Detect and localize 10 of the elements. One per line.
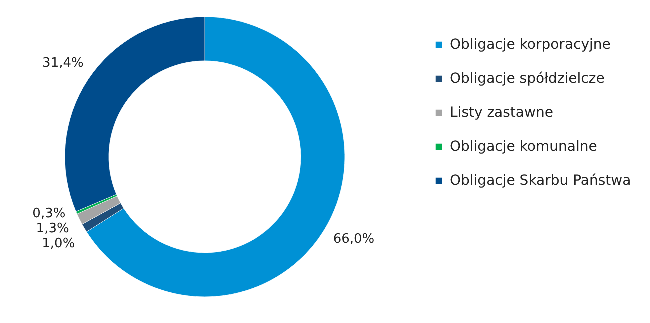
data-label: 31,4% xyxy=(42,56,84,72)
legend-label: Obligacje spółdzielcze xyxy=(450,71,605,87)
data-label: 0,3% xyxy=(32,206,66,222)
data-label: 1,0% xyxy=(42,236,76,252)
legend-label: Obligacje korporacyjne xyxy=(450,37,611,53)
legend-label: Obligacje komunalne xyxy=(450,139,598,155)
data-label: 1,3% xyxy=(36,222,70,237)
data-label: 66,0% xyxy=(333,232,375,247)
legend-label: Listy zastawne xyxy=(450,105,554,121)
legend-label: Obligacje Skarbu Państwa xyxy=(450,173,632,189)
